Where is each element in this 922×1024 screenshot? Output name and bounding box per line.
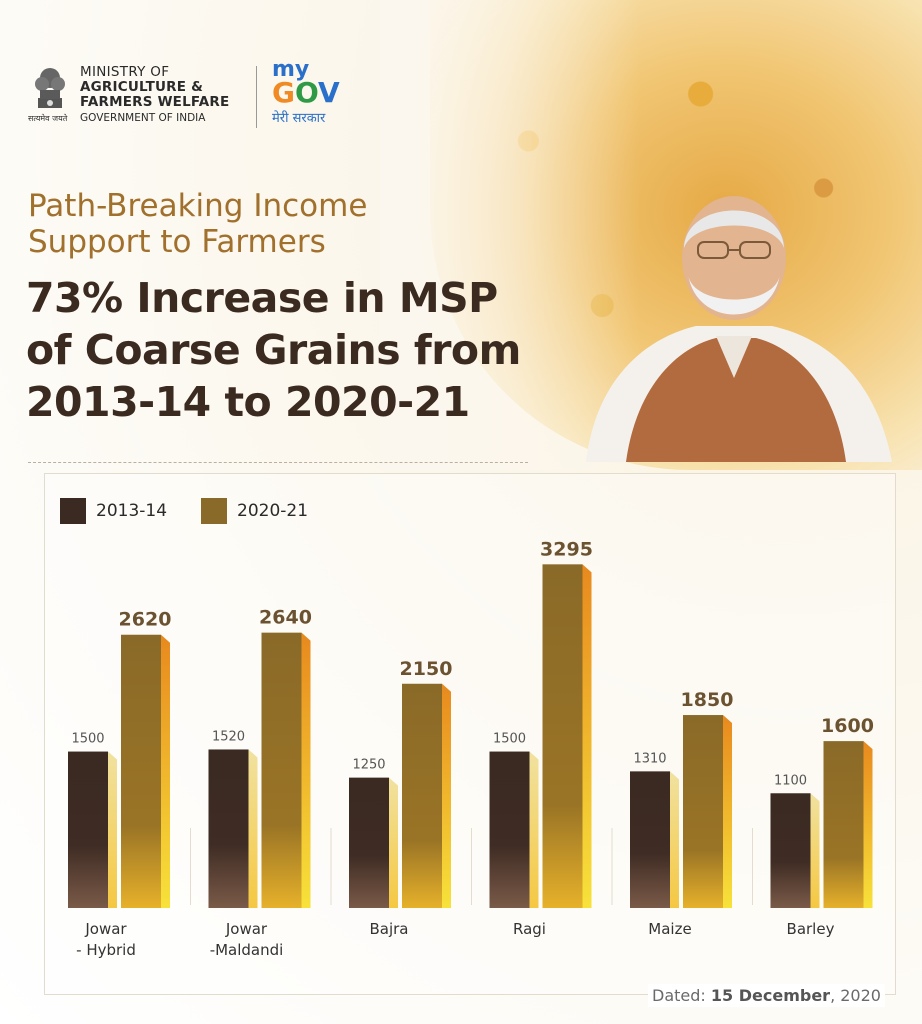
- bar-2013: [349, 777, 389, 908]
- bar-side-2020: [863, 741, 873, 908]
- bar-side-2013: [529, 751, 539, 908]
- category-label: Bajra: [369, 920, 408, 938]
- mygov-g: G: [272, 76, 295, 109]
- ministry-line-4: GOVERNMENT OF INDIA: [80, 111, 206, 124]
- data-label-2020: 1600: [821, 715, 874, 737]
- bar-2020: [542, 564, 583, 908]
- bar-2013: [630, 771, 670, 908]
- mygov-o: O: [294, 76, 319, 109]
- bar-2013: [208, 749, 249, 908]
- category-label: Maize: [648, 920, 691, 938]
- category-label: -Maldandi: [210, 941, 284, 959]
- bar-2020: [683, 715, 723, 908]
- portrait-image: [586, 196, 892, 462]
- mygov-v: V: [318, 76, 340, 109]
- legend-label-2013: 2013-14: [96, 501, 168, 521]
- ministry-name: MINISTRY OF AGRICULTURE & FARMERS WELFAR…: [80, 63, 230, 126]
- bar-2020: [823, 741, 864, 908]
- bar-side-2013: [108, 751, 117, 908]
- headline-line-3: 2013-14 to 2020-21: [26, 378, 470, 426]
- bar-2020: [121, 634, 161, 908]
- bar-side-2020: [301, 632, 311, 908]
- ministry-line-1: MINISTRY OF: [80, 63, 170, 80]
- dashed-divider: [28, 462, 528, 463]
- legend-item-2013: 2013-14: [60, 498, 167, 524]
- emblem-caption: सत्यमेव जयते: [28, 114, 68, 123]
- bar-side-2013: [248, 749, 258, 908]
- category-label: Barley: [787, 920, 835, 938]
- ministry-line-3: FARMERS WELFARE: [80, 93, 230, 110]
- national-emblem-icon: [35, 68, 65, 108]
- data-label-2020: 2640: [259, 607, 312, 629]
- ministry-line-2: AGRICULTURE &: [80, 78, 204, 95]
- data-label-2013: 1500: [71, 732, 104, 747]
- mygov-my: my: [272, 57, 310, 82]
- bar-side-2020: [723, 715, 732, 908]
- data-label-2020: 1850: [681, 689, 734, 711]
- bar-2013: [770, 793, 811, 908]
- category-label: - Hybrid: [76, 941, 136, 959]
- chart-legend: 2013-14 2020-21: [60, 498, 342, 524]
- headline: 73% Increase in MSP of Coarse Grains fro…: [26, 272, 606, 428]
- mygov-hindi: मेरी सरकार: [272, 111, 326, 126]
- data-label-2020: 2150: [400, 658, 453, 680]
- bar-side-2013: [389, 777, 398, 908]
- headline-line-1: 73% Increase in MSP: [26, 274, 498, 322]
- bar-side-2013: [810, 793, 820, 908]
- category-label: Jowar: [84, 920, 127, 938]
- data-label-2013: 1250: [352, 758, 385, 773]
- dated-label: Dated:: [652, 986, 706, 1005]
- mygov-gov: GOV: [272, 79, 340, 107]
- category-label: Ragi: [513, 920, 546, 938]
- subtitle-line-1: Path-Breaking Income: [28, 188, 368, 224]
- bar-2013: [489, 751, 530, 908]
- bar-2013: [68, 751, 108, 908]
- legend-swatch-2013: [60, 498, 86, 524]
- data-label-2013: 1500: [493, 732, 526, 747]
- legend-swatch-2020: [201, 498, 228, 524]
- data-label-2013: 1520: [212, 729, 245, 744]
- chart-frame: [44, 473, 896, 995]
- category-label: Jowar: [225, 920, 268, 938]
- legend-label-2020: 2020-21: [237, 501, 309, 521]
- data-label-2020: 3295: [540, 538, 593, 560]
- legend-item-2020: 2020-21: [201, 498, 308, 524]
- ministry-logo-block: MINISTRY OF AGRICULTURE & FARMERS WELFAR…: [28, 62, 229, 128]
- mygov-logo: my GOV मेरी सरकार: [272, 57, 340, 127]
- dated-year: , 2020: [830, 986, 881, 1005]
- subtitle: Path-Breaking Income Support to Farmers: [28, 188, 498, 260]
- bar-side-2020: [442, 683, 451, 908]
- bar-2020: [402, 683, 442, 908]
- dated-stamp: Dated: 15 December, 2020: [648, 984, 885, 1007]
- grain-fade: [380, 0, 640, 470]
- data-label-2020: 2620: [119, 609, 172, 631]
- headline-line-2: of Coarse Grains from: [26, 326, 521, 374]
- data-label-2013: 1310: [633, 751, 666, 766]
- data-label-2013: 1100: [774, 773, 807, 788]
- header-divider: [256, 66, 257, 128]
- subtitle-line-2: Support to Farmers: [28, 224, 326, 260]
- bar-side-2020: [161, 634, 170, 908]
- bar-side-2013: [670, 771, 679, 908]
- bar-side-2020: [582, 564, 592, 908]
- dated-value: 15 December: [710, 986, 831, 1005]
- bar-2020: [261, 632, 302, 908]
